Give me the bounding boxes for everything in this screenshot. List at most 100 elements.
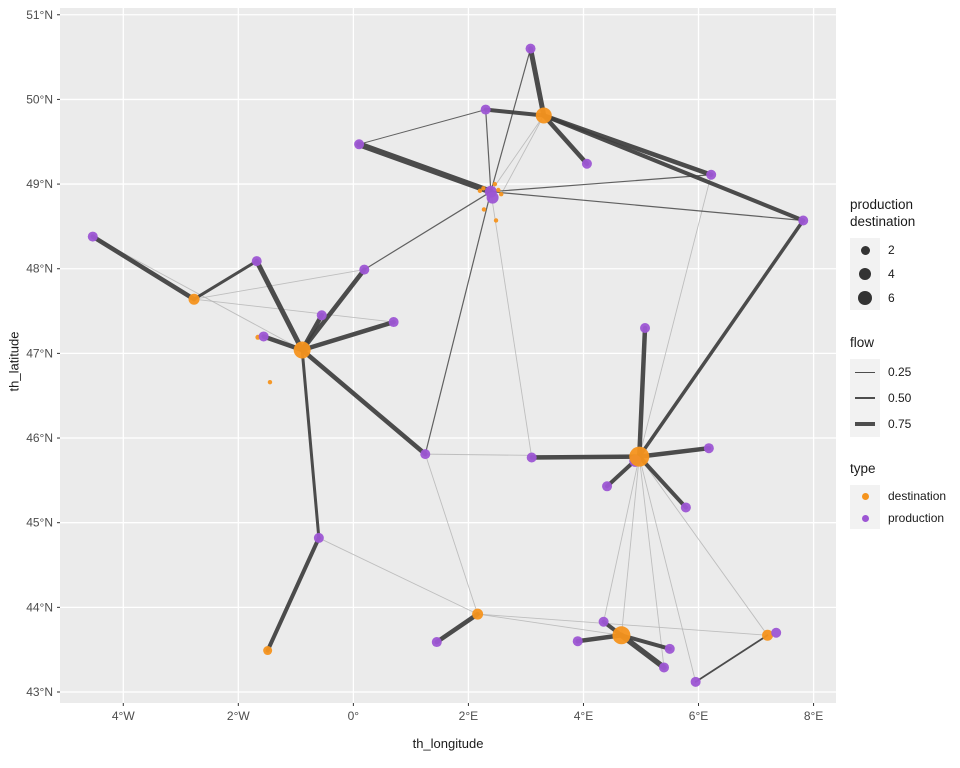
destination-node xyxy=(629,446,650,467)
legend-flow-item: 0.25 xyxy=(850,359,911,385)
production-node xyxy=(664,643,675,654)
production-node xyxy=(420,449,431,460)
production-node xyxy=(359,264,370,275)
flow-edge xyxy=(638,174,712,458)
flow-edge xyxy=(358,109,487,145)
destination-node xyxy=(263,646,273,656)
destination-node xyxy=(492,181,498,187)
legend-size-item: 4 xyxy=(850,262,915,286)
production-node xyxy=(602,481,613,492)
flow-edge xyxy=(638,456,665,668)
legend-size-item: 6 xyxy=(850,286,915,310)
y-tick-label: 46°N xyxy=(26,431,53,445)
destination-node xyxy=(267,379,273,385)
size-dot-icon xyxy=(859,268,871,280)
y-tick-label: 43°N xyxy=(26,685,53,699)
legend-flow-label: 0.25 xyxy=(888,365,912,379)
y-tick-label: 44°N xyxy=(26,600,53,614)
flow-edge xyxy=(90,234,197,302)
legend-type-group: type destination production xyxy=(850,460,946,529)
destination-node xyxy=(493,218,499,223)
flow-edge xyxy=(490,191,533,458)
destination-node xyxy=(481,186,486,191)
destination-node xyxy=(293,341,311,359)
production-node xyxy=(640,322,651,333)
x-tick-label: 2°W xyxy=(227,709,250,723)
flow-edge xyxy=(318,537,479,615)
production-node xyxy=(703,443,714,454)
legend-key xyxy=(850,238,880,262)
flow-line-icon xyxy=(855,371,875,373)
flow-edge xyxy=(356,141,494,195)
destination-node xyxy=(499,192,504,197)
production-node xyxy=(251,256,262,267)
size-dot-icon xyxy=(860,245,870,255)
flow-edge xyxy=(434,611,480,645)
legend-size-title-line2: destination xyxy=(850,214,916,229)
production-node xyxy=(680,502,691,513)
destination-node xyxy=(472,608,484,620)
production-node xyxy=(659,662,670,673)
production-node xyxy=(572,636,583,647)
flow-edge xyxy=(299,347,428,457)
flow-edge xyxy=(193,298,395,323)
flow-edge xyxy=(490,191,804,222)
production-node xyxy=(771,627,782,638)
flow-edge xyxy=(92,236,303,351)
production-node xyxy=(690,676,701,687)
flow-edge xyxy=(490,48,532,193)
flow-edge xyxy=(265,535,321,653)
x-tick-label: 4°E xyxy=(574,709,593,723)
destination-dot-icon xyxy=(861,492,869,500)
flow-edge xyxy=(299,319,396,353)
flow-edge xyxy=(637,325,648,459)
y-tick-label: 48°N xyxy=(26,262,53,276)
production-node xyxy=(354,139,365,150)
production-node xyxy=(480,104,491,115)
flow-edge xyxy=(477,613,768,636)
x-tick-label: 2°E xyxy=(459,709,478,723)
x-tick-label: 4°W xyxy=(112,709,135,723)
legend-flow-group: flow 0.25 0.50 0.75 xyxy=(850,334,911,437)
production-node xyxy=(87,231,98,242)
flow-edge xyxy=(424,191,492,455)
legend-flow-item: 0.75 xyxy=(850,411,911,437)
production-node xyxy=(706,169,717,180)
flow-edge xyxy=(637,445,712,459)
legend-size-group: production destination 2 4 6 xyxy=(850,196,915,310)
legend-size-item: 2 xyxy=(850,238,915,262)
production-dot-icon xyxy=(861,514,869,522)
legend-key xyxy=(850,507,880,529)
production-node xyxy=(258,331,269,342)
production-node xyxy=(525,43,536,54)
flow-edge xyxy=(254,258,305,353)
legend-flow-title: flow xyxy=(850,335,875,350)
destination-node xyxy=(762,629,774,641)
y-tick-label: 51°N xyxy=(26,8,53,22)
legend-key xyxy=(850,411,880,437)
flow-line-icon xyxy=(855,422,875,426)
destination-node xyxy=(188,293,200,305)
legend-size-label: 6 xyxy=(888,291,895,305)
y-axis-title: th_latitude xyxy=(6,331,22,392)
x-tick-label: 8°E xyxy=(804,709,823,723)
flow-edge xyxy=(477,613,622,636)
legend-size-label: 4 xyxy=(888,267,895,281)
legend-key xyxy=(850,485,880,507)
legend-size-label: 2 xyxy=(888,243,895,257)
production-node xyxy=(313,532,324,543)
production-node xyxy=(581,158,592,169)
flow-edge xyxy=(638,456,768,636)
production-node xyxy=(388,317,399,328)
destination-node xyxy=(496,187,501,193)
legend-key xyxy=(850,359,880,385)
y-tick-label: 49°N xyxy=(26,177,53,191)
flow-edge xyxy=(424,453,479,615)
legend-type-item: destination xyxy=(850,485,946,507)
legend-flow-label: 0.75 xyxy=(888,417,912,431)
flow-line-icon xyxy=(855,397,875,399)
production-node xyxy=(486,191,499,204)
x-tick-label: 6°E xyxy=(689,709,708,723)
